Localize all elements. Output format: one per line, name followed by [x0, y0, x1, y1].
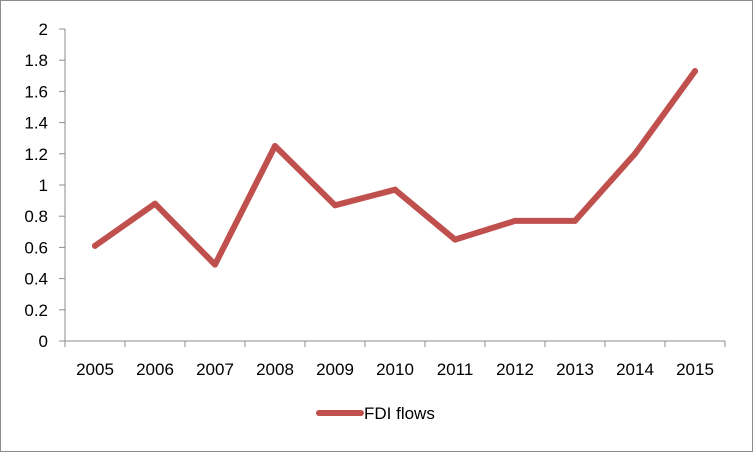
y-tick-label: 2 — [39, 20, 48, 39]
data-point — [152, 200, 158, 207]
y-tick-label: 0.8 — [24, 207, 48, 226]
legend: FDI flows — [316, 404, 435, 423]
y-tick-label: 0.4 — [24, 270, 48, 289]
y-tick-label: 1.4 — [24, 114, 48, 133]
x-tick-label: 2007 — [196, 360, 234, 379]
x-tick-label: 2014 — [616, 360, 654, 379]
legend-label-fdi-flows: FDI flows — [364, 404, 435, 423]
y-tick-label: 1 — [39, 176, 48, 195]
y-tick-label: 1.6 — [24, 82, 48, 101]
data-point — [92, 242, 98, 249]
x-tick-label: 2005 — [76, 360, 114, 379]
y-tick-label: 0.6 — [24, 238, 48, 257]
data-point — [452, 236, 458, 243]
x-tick-label: 2011 — [437, 360, 474, 379]
axes — [64, 29, 725, 342]
series-layer — [92, 68, 698, 268]
y-tick-label: 0.2 — [24, 301, 48, 320]
data-point — [512, 217, 518, 224]
data-point — [272, 143, 278, 149]
x-tick-label: 2013 — [556, 360, 594, 379]
data-point — [212, 261, 218, 268]
x-tick-label: 2012 — [496, 360, 534, 379]
y-tick-label: 1.2 — [24, 145, 48, 164]
x-tick-label: 2009 — [316, 360, 354, 379]
y-tick-label: 0 — [39, 332, 48, 351]
data-point — [632, 150, 638, 157]
x-tick-label: 2015 — [676, 360, 714, 379]
y-tick-label: 1.8 — [24, 51, 48, 70]
data-point — [332, 202, 338, 209]
y-axis-ticks: 0 0.2 0.4 0.6 0.8 1 1.2 1.4 1.6 1.8 2 — [24, 20, 65, 351]
x-tick-label: 2008 — [256, 360, 294, 379]
data-point — [392, 186, 398, 193]
x-tick-label: 2010 — [376, 360, 414, 379]
x-tick-label: 2006 — [136, 360, 174, 379]
x-axis-ticks: 2005 2006 2007 2008 2009 2010 2011 2012 2013 2014… — [64, 341, 726, 379]
series-line-fdi-flows — [92, 68, 698, 268]
data-point — [572, 217, 578, 224]
data-point — [692, 68, 698, 75]
